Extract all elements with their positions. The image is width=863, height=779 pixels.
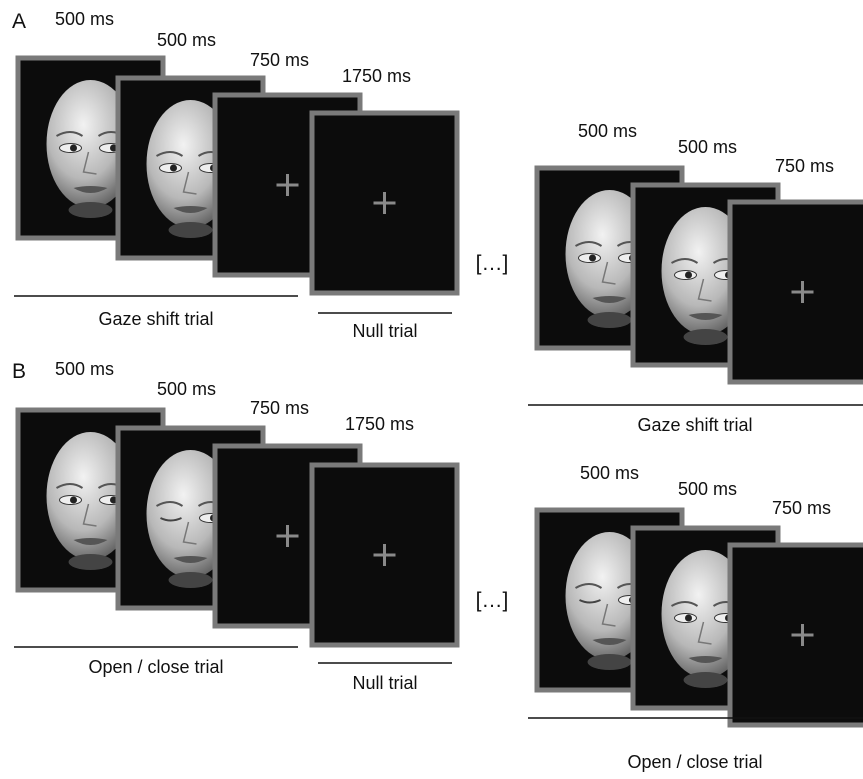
timing-label: 500 ms — [55, 359, 114, 379]
brow — [56, 483, 84, 489]
iris — [70, 496, 77, 504]
brow — [575, 241, 603, 247]
timing-label: 500 ms — [157, 30, 216, 50]
mouth — [592, 296, 627, 303]
timing-label: 500 ms — [678, 137, 737, 157]
timing-label: 500 ms — [578, 121, 637, 141]
timing-label: 750 ms — [775, 156, 834, 176]
neck-shadow — [683, 672, 728, 688]
stimulus-frame — [727, 542, 863, 728]
nose — [182, 171, 197, 195]
neck-shadow — [168, 222, 213, 238]
timing-label: 500 ms — [157, 379, 216, 399]
fixation-cross — [791, 624, 814, 646]
brow — [156, 151, 184, 157]
timing-label: 750 ms — [250, 50, 309, 70]
fixation-cross — [373, 544, 396, 566]
trial-label: Open / close trial — [88, 657, 223, 677]
nose — [82, 151, 97, 175]
brow — [671, 601, 699, 607]
null-label: Null trial — [352, 321, 417, 341]
iris — [170, 164, 177, 172]
neck-shadow — [168, 572, 213, 588]
iris — [685, 614, 692, 622]
panel-label: B — [12, 360, 26, 383]
brow — [156, 501, 184, 507]
timing-label: 750 ms — [772, 498, 831, 518]
neck-shadow — [68, 202, 113, 218]
stimulus-frame — [309, 462, 460, 648]
timing-label: 750 ms — [250, 398, 309, 418]
nose — [697, 278, 712, 302]
timing-label: 1750 ms — [345, 414, 414, 434]
mouth — [688, 656, 723, 663]
nose — [182, 521, 197, 545]
neck-shadow — [587, 654, 632, 670]
trial-label: Open / close trial — [627, 752, 762, 772]
eye-closed — [160, 517, 182, 522]
nose — [82, 503, 97, 527]
trial-label: Gaze shift trial — [637, 415, 752, 435]
stimulus-frame — [727, 199, 863, 385]
neck-shadow — [68, 554, 113, 570]
iris — [110, 496, 117, 504]
nose — [601, 603, 616, 627]
iris — [70, 144, 77, 152]
neck-shadow — [683, 329, 728, 345]
nose — [697, 621, 712, 645]
mouth — [592, 638, 627, 645]
neck-shadow — [587, 312, 632, 328]
fixation-cross — [791, 281, 814, 303]
head — [46, 432, 135, 560]
fixation-cross — [373, 192, 396, 214]
ellipsis: […] — [476, 589, 509, 612]
null-label: Null trial — [352, 673, 417, 693]
timing-label: 500 ms — [55, 9, 114, 29]
iris — [110, 144, 117, 152]
panel-label: A — [12, 10, 26, 33]
eye-closed — [579, 599, 601, 604]
fixation-cross — [276, 525, 299, 547]
nose — [601, 261, 616, 285]
mouth — [173, 206, 208, 213]
iris — [589, 254, 596, 262]
brow — [56, 131, 84, 137]
stimulus-frame — [309, 110, 460, 296]
brow — [671, 258, 699, 264]
mouth — [73, 186, 108, 193]
trial-label: Gaze shift trial — [98, 309, 213, 329]
head — [46, 80, 135, 208]
mouth — [73, 538, 108, 545]
iris — [685, 271, 692, 279]
brow — [575, 583, 603, 589]
timing-label: 500 ms — [580, 463, 639, 483]
ellipsis: […] — [476, 252, 509, 275]
timing-label: 500 ms — [678, 479, 737, 499]
timing-label: 1750 ms — [342, 66, 411, 86]
mouth — [173, 556, 208, 563]
mouth — [688, 313, 723, 320]
fixation-cross — [276, 174, 299, 196]
